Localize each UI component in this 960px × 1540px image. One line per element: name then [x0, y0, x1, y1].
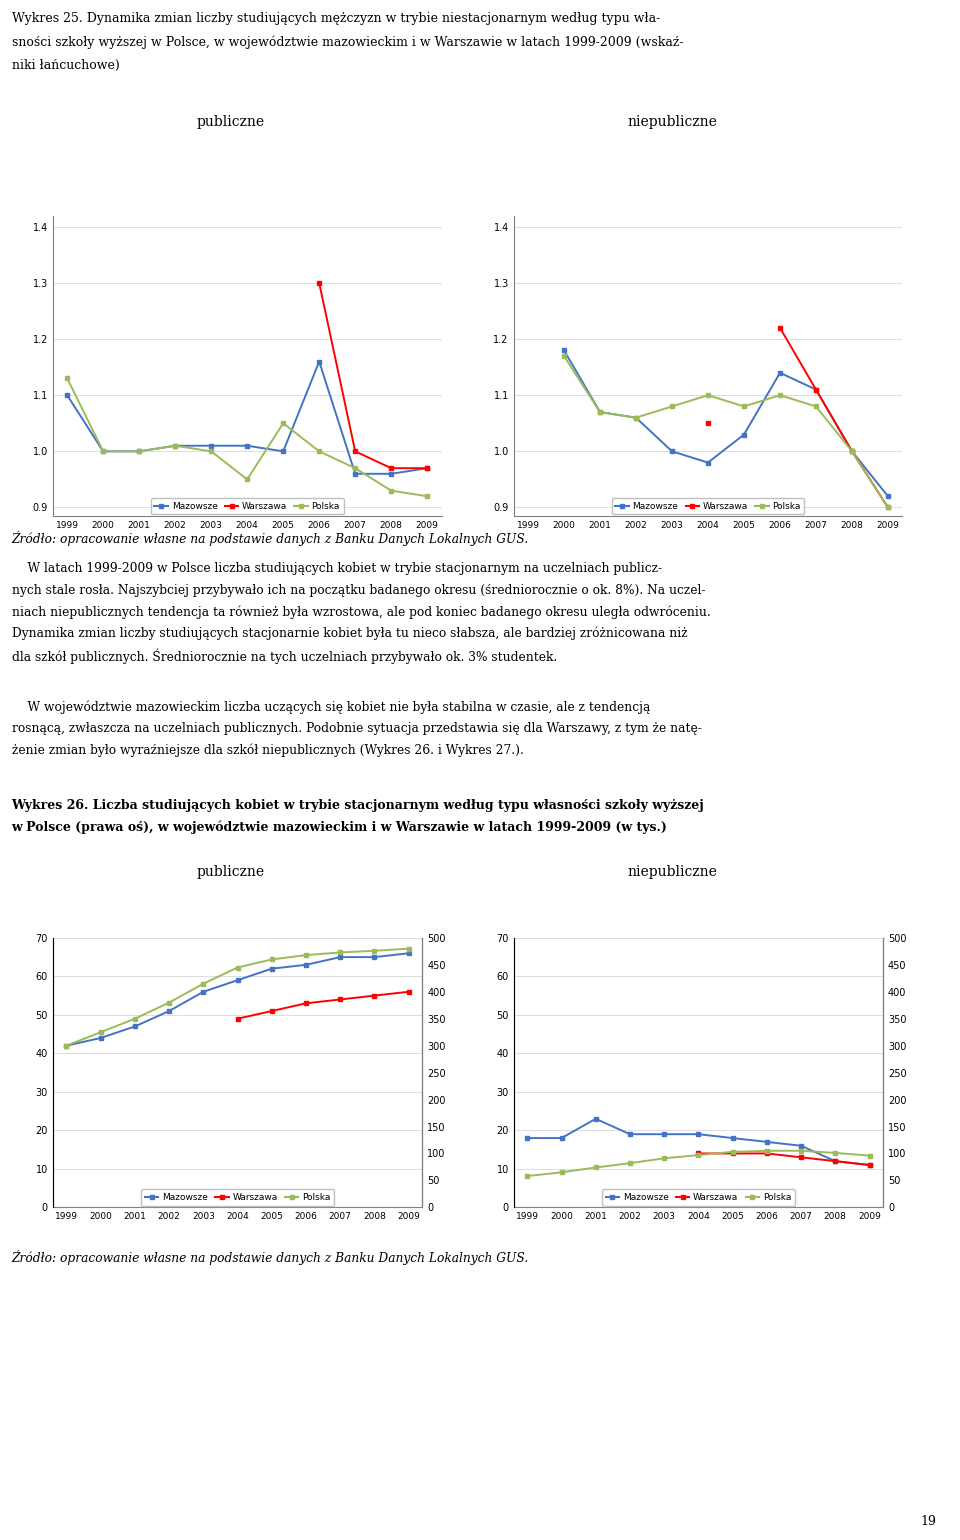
- Legend: Mazowsze, Warszawa, Polska: Mazowsze, Warszawa, Polska: [151, 497, 344, 514]
- Text: Wykres 26. Liczba studiujących kobiet w trybie stacjonarnym według typu własnośc: Wykres 26. Liczba studiujących kobiet w …: [12, 799, 705, 812]
- Text: dla szkół publicznych. Średniorocznie na tych uczelniach przybywało ok. 3% stude: dla szkół publicznych. Średniorocznie na…: [12, 648, 557, 664]
- Text: Dynamika zmian liczby studiujących stacjonarnie kobiet była tu nieco słabsza, al: Dynamika zmian liczby studiujących stacj…: [12, 627, 687, 641]
- Text: publiczne: publiczne: [197, 865, 264, 879]
- Text: niach niepublicznych tendencja ta również była wzrostowa, ale pod koniec badaneg: niach niepublicznych tendencja ta równie…: [12, 605, 710, 619]
- Text: Źródło: opracowanie własne na podstawie danych z Banku Danych Lokalnych GUS.: Źródło: opracowanie własne na podstawie …: [12, 1250, 529, 1266]
- Text: niepubliczne: niepubliczne: [627, 116, 717, 129]
- Text: niki łańcuchowe): niki łańcuchowe): [12, 59, 119, 71]
- Text: W województwie mazowieckim liczba uczących się kobiet nie była stabilna w czasie: W województwie mazowieckim liczba uczący…: [12, 701, 650, 715]
- Text: Źródło: opracowanie własne na podstawie danych z Banku Danych Lokalnych GUS.: Źródło: opracowanie własne na podstawie …: [12, 531, 529, 547]
- Legend: Mazowsze, Warszawa, Polska: Mazowsze, Warszawa, Polska: [141, 1189, 334, 1206]
- Legend: Mazowsze, Warszawa, Polska: Mazowsze, Warszawa, Polska: [612, 497, 804, 514]
- Text: żenie zmian było wyraźniejsze dla szkół niepublicznych (Wykres 26. i Wykres 27.): żenie zmian było wyraźniejsze dla szkół …: [12, 744, 523, 758]
- Text: niepubliczne: niepubliczne: [627, 865, 717, 879]
- Text: nych stale rosła. Najszybciej przybywało ich na początku badanego okresu (średni: nych stale rosła. Najszybciej przybywało…: [12, 584, 705, 596]
- Text: w Polsce (prawa oś), w województwie mazowieckim i w Warszawie w latach 1999-2009: w Polsce (prawa oś), w województwie mazo…: [12, 821, 667, 835]
- Text: W latach 1999-2009 w Polsce liczba studiujących kobiet w trybie stacjonarnym na : W latach 1999-2009 w Polsce liczba studi…: [12, 562, 661, 574]
- Text: Wykres 25. Dynamika zmian liczby studiujących mężczyzn w trybie niestacjonarnym : Wykres 25. Dynamika zmian liczby studiuj…: [12, 12, 660, 25]
- Text: sności szkoły wyższej w Polsce, w województwie mazowieckim i w Warszawie w latac: sności szkoły wyższej w Polsce, w wojewó…: [12, 35, 683, 49]
- Text: 19: 19: [920, 1515, 936, 1528]
- Text: rosnącą, zwłaszcza na uczelniach publicznych. Podobnie sytuacja przedstawia się : rosnącą, zwłaszcza na uczelniach publicz…: [12, 722, 702, 735]
- Text: publiczne: publiczne: [197, 116, 264, 129]
- Legend: Mazowsze, Warszawa, Polska: Mazowsze, Warszawa, Polska: [602, 1189, 795, 1206]
